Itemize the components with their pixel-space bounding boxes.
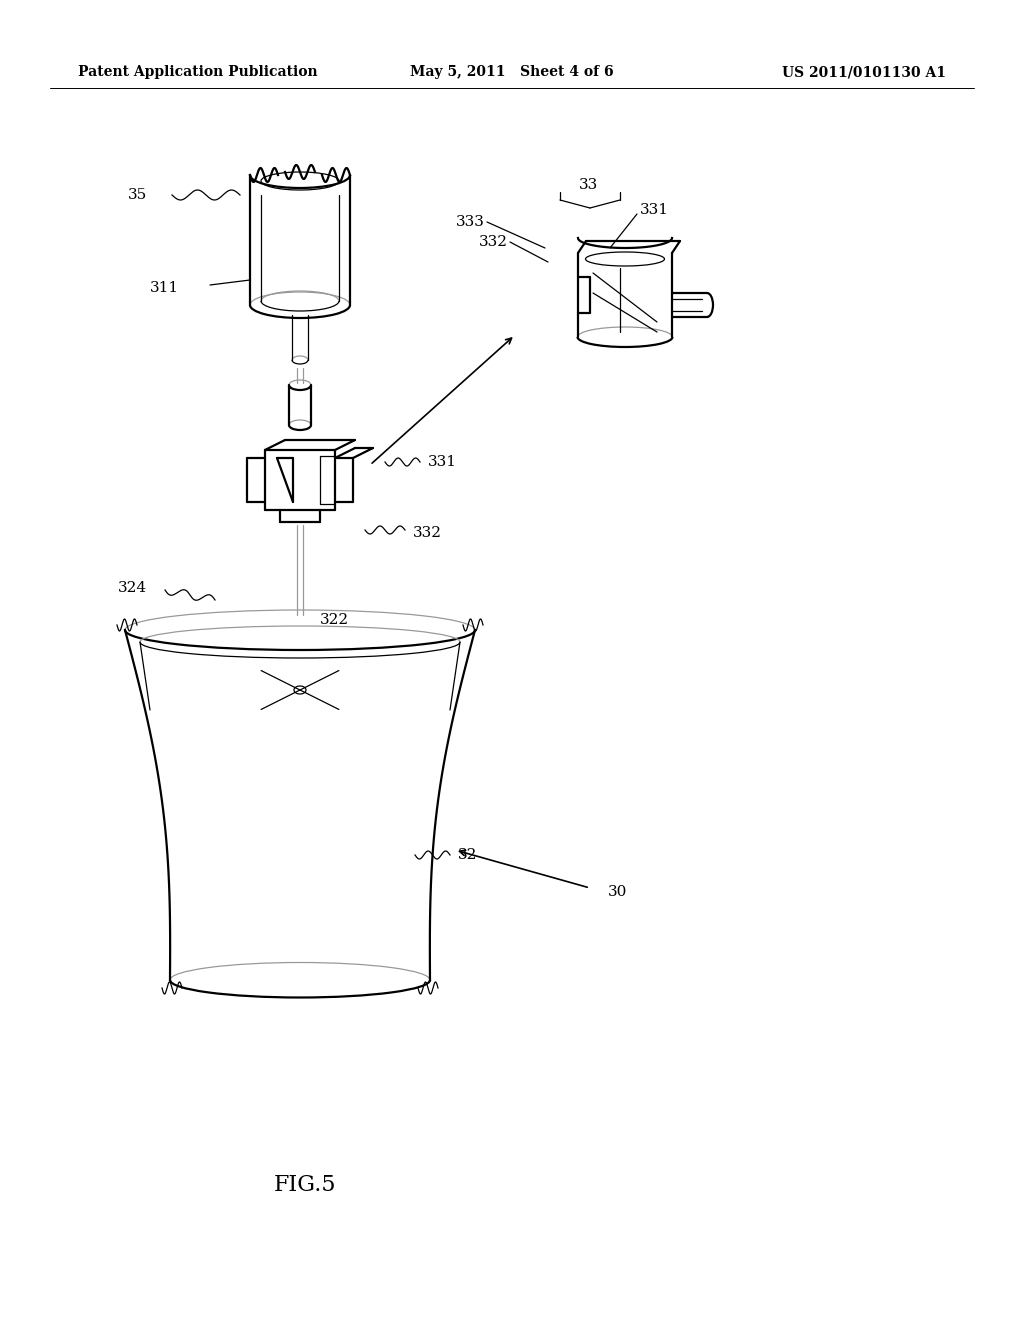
Text: May 5, 2011   Sheet 4 of 6: May 5, 2011 Sheet 4 of 6 [411, 65, 613, 79]
Text: 311: 311 [150, 281, 179, 294]
Text: Patent Application Publication: Patent Application Publication [78, 65, 317, 79]
Text: FIG.5: FIG.5 [273, 1173, 336, 1196]
Text: 332: 332 [413, 525, 442, 540]
Text: 35: 35 [128, 187, 147, 202]
Text: 32: 32 [458, 847, 477, 862]
Text: 331: 331 [640, 203, 669, 216]
Text: 33: 33 [579, 178, 598, 191]
Text: 30: 30 [608, 884, 628, 899]
Text: 331: 331 [428, 455, 457, 469]
Text: US 2011/0101130 A1: US 2011/0101130 A1 [782, 65, 946, 79]
Text: 322: 322 [319, 612, 349, 627]
Text: 333: 333 [456, 215, 485, 228]
Text: 332: 332 [479, 235, 508, 249]
Text: 324: 324 [118, 581, 147, 595]
